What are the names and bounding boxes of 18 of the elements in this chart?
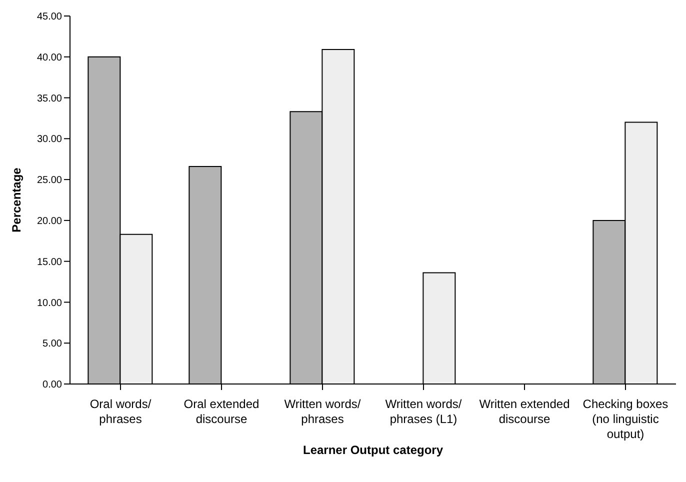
y-tick-label: 40.00 — [36, 52, 62, 64]
y-tick-label: 15.00 — [36, 256, 62, 268]
x-axis-title: Learner Output category — [302, 443, 444, 457]
x-tick-label: Written words/ phrases (L1) — [385, 397, 462, 426]
y-tick-label: 45.00 — [36, 12, 62, 23]
y-tick-label: 25.00 — [36, 175, 62, 186]
x-tick-label: Written words/ phrases — [284, 397, 362, 426]
y-tick-label: 5.00 — [42, 338, 62, 350]
y-tick-label: 0.00 — [42, 380, 62, 391]
x-tick-label: Oral extended discourse — [184, 397, 260, 426]
x-tick-label: Written extended discourse — [479, 397, 570, 426]
y-tick-label: 20.00 — [36, 216, 62, 227]
y-tick-label: 10.00 — [36, 298, 62, 309]
y-axis-title: Percentage — [9, 167, 24, 232]
y-tick-label: 35.00 — [36, 93, 62, 104]
y-tick-label: 30.00 — [36, 134, 62, 146]
x-tick-label: Oral words/ phrases — [90, 397, 152, 426]
x-tick-label: Checking boxes (no linguistic output) — [582, 397, 668, 441]
